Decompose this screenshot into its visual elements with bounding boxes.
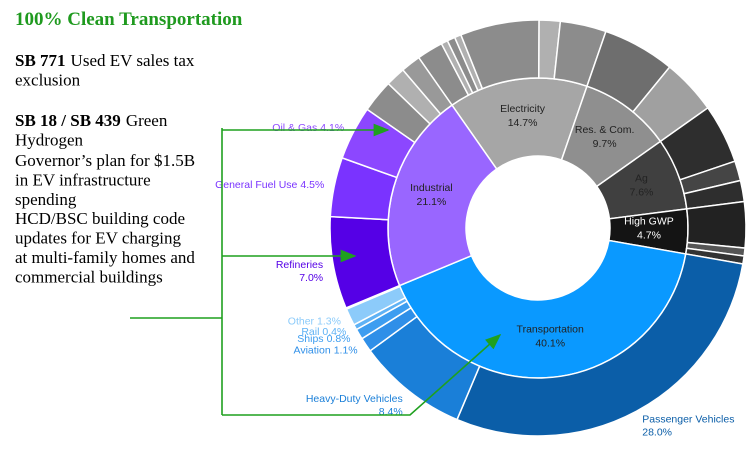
inner-value: 9.7% [593, 138, 617, 150]
inner-label: Ag [635, 173, 648, 185]
outer-label: Aviation 1.1% [294, 344, 358, 356]
inner-value: 40.1% [535, 337, 565, 349]
item-text: in EV infrastructure [15, 171, 151, 190]
item-text: HCD/BSC building code [15, 209, 185, 228]
outer-label: Other 1.3% [288, 315, 341, 327]
side-item: SB 18 / SB 439 Green Hydrogen [15, 111, 168, 150]
outer-label-name: Aviation [294, 344, 331, 356]
item-text: commercial buildings [15, 268, 163, 287]
inner-label: Industrial [410, 182, 453, 194]
item-text: at multi-family homes and [15, 248, 195, 267]
outer-label-name: Passenger Vehicles [642, 413, 734, 425]
outer-label-name: Refineries [276, 259, 323, 271]
outer-label: Refineries 7.0% [276, 259, 323, 284]
connector-arrows [130, 123, 502, 416]
side-item: Governor’s plan for $1.5B in EV infrastru… [15, 151, 195, 209]
outer-label: Heavy-Duty Vehicles 8.4% [306, 393, 403, 418]
item-text: Hydrogen [15, 131, 83, 150]
inner-label: Electricity [500, 103, 546, 115]
item-text: Governor’s plan for $1.5B [15, 151, 195, 170]
outer-label: Ships 0.8% [297, 333, 350, 345]
inner-value: 7.6% [629, 187, 653, 199]
item-text: Used EV sales tax [71, 51, 195, 70]
outer-label-name: General Fuel Use [215, 179, 297, 191]
side-item: HCD/BSC building code updates for EV char… [15, 209, 195, 287]
bold-label: SB 771 [15, 51, 66, 70]
bold-label: SB 18 / SB 439 [15, 111, 121, 130]
item-text: exclusion [15, 71, 81, 90]
item-text: Green [126, 111, 168, 130]
outer-label: Passenger Vehicles 28.0% [642, 413, 734, 438]
side-item: SB 771 Used EV sales tax exclusion [15, 51, 195, 90]
item-text: spending [15, 190, 77, 209]
outer-sector [401, 56, 454, 116]
outer-label: General Fuel Use 4.5% [215, 179, 324, 191]
outer-label-name: Ships [297, 333, 323, 345]
outer-label-value: 0.8% [327, 333, 351, 345]
arrow [222, 333, 502, 416]
outer-label-value: 4.1% [320, 122, 344, 134]
outer-label-value: 28.0% [642, 426, 672, 438]
inner-label: Res. & Com. [575, 124, 635, 136]
outer-label-name: Oil & Gas [272, 122, 317, 134]
inner-label: Transportation [517, 323, 584, 335]
title: 100% Clean Transportation [15, 9, 243, 30]
inner-value: 4.7% [637, 230, 661, 242]
outer-label-value: 0.4% [322, 326, 346, 338]
inner-value: 14.7% [508, 117, 538, 129]
outer-label-value: 7.0% [299, 272, 323, 284]
sunburst: Electricity 14.7% Res. & Com. 9.7% Ag 7.6% Hig… [215, 19, 747, 438]
side-text: 100% Clean Transportation SB 771 Used EV s… [15, 9, 243, 287]
outer-label-value: 1.3% [317, 315, 341, 327]
inner-label: High GWP [624, 216, 674, 228]
outer-sector [685, 200, 747, 249]
outer-label-value: 1.1% [334, 344, 358, 356]
outer-label-value: 8.4% [379, 406, 403, 418]
outer-label: Oil & Gas 4.1% [272, 122, 344, 134]
outer-label-name: Other [288, 315, 315, 327]
outer-sector [456, 253, 744, 437]
inner-value: 21.1% [417, 196, 447, 208]
outer-sector [345, 285, 407, 326]
outer-label-name: Heavy-Duty Vehicles [306, 393, 403, 405]
item-text: updates for EV charging [15, 229, 182, 248]
outer-label-name: Rail [301, 326, 319, 338]
outer-label-value: 4.5% [300, 179, 324, 191]
outer-label: Rail 0.4% [301, 326, 346, 338]
